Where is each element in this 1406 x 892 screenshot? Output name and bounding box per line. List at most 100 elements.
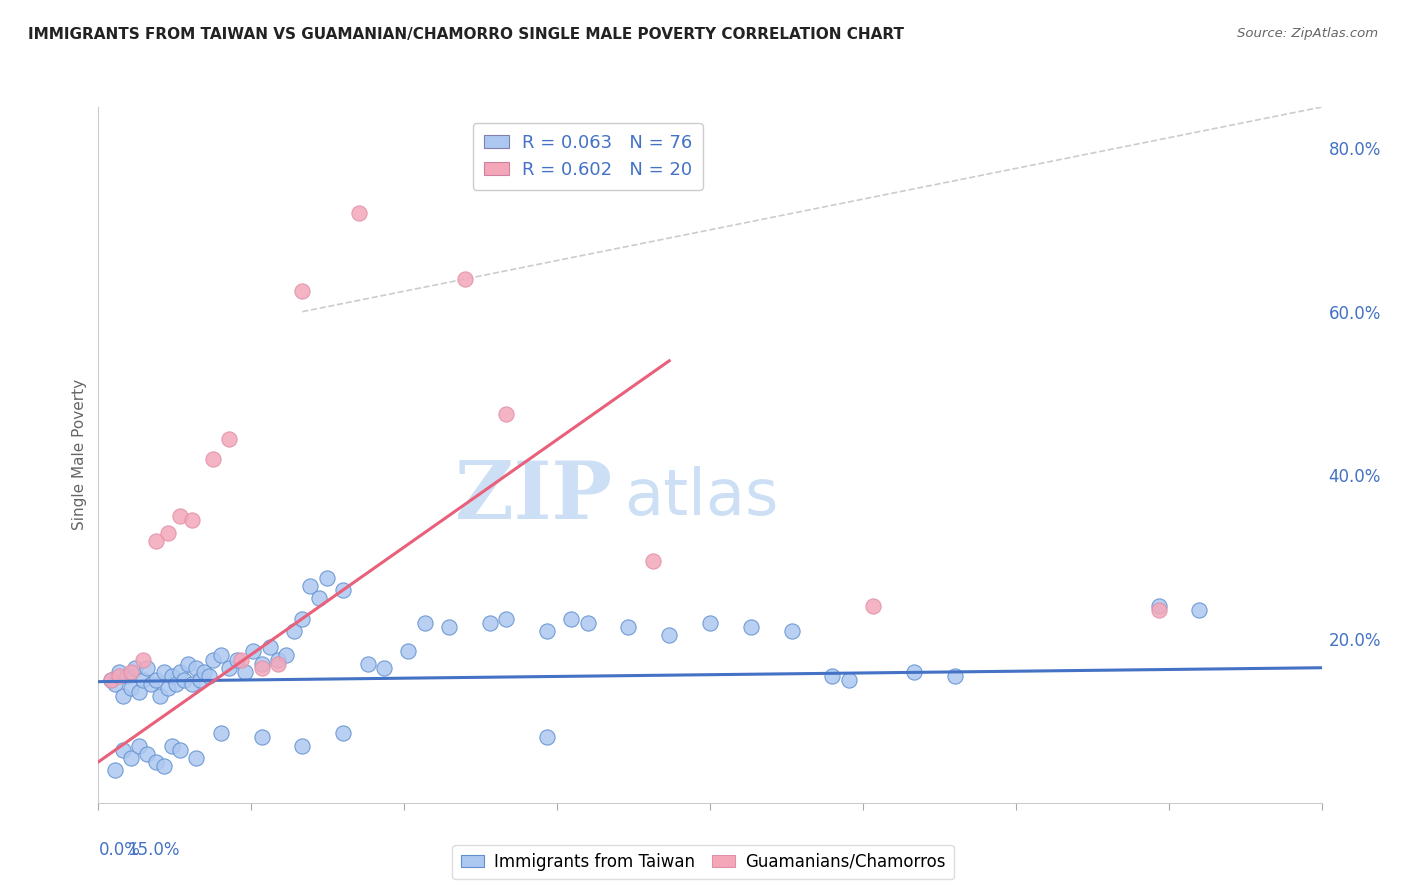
Point <box>152 665 174 679</box>
Point <box>160 669 183 683</box>
Point <box>821 669 844 683</box>
Legend: R = 0.063   N = 76, R = 0.602   N = 20: R = 0.063 N = 76, R = 0.602 N = 20 <box>472 123 703 190</box>
Point <box>173 673 195 687</box>
Point <box>267 657 290 671</box>
Text: 0.0%: 0.0% <box>98 841 141 859</box>
Text: IMMIGRANTS FROM TAIWAN VS GUAMANIAN/CHAMORRO SINGLE MALE POVERTY CORRELATION CHA: IMMIGRANTS FROM TAIWAN VS GUAMANIAN/CHAM… <box>28 27 904 42</box>
Point <box>201 652 224 666</box>
Point <box>132 673 155 687</box>
Y-axis label: Single Male Poverty: Single Male Poverty <box>72 379 87 531</box>
Point <box>132 652 155 666</box>
Point <box>136 747 159 761</box>
Point <box>495 407 517 421</box>
Point <box>186 751 208 765</box>
Point <box>201 452 224 467</box>
Point <box>141 677 163 691</box>
Point <box>218 661 240 675</box>
Point <box>315 571 337 585</box>
Point <box>120 681 142 696</box>
Legend: Immigrants from Taiwan, Guamanians/Chamorros: Immigrants from Taiwan, Guamanians/Chamo… <box>453 845 953 880</box>
Point <box>536 731 558 745</box>
Point <box>291 739 314 753</box>
Point <box>108 665 131 679</box>
Point <box>560 612 582 626</box>
Point <box>838 673 860 687</box>
Point <box>120 751 142 765</box>
Point <box>396 644 419 658</box>
Point <box>149 690 172 704</box>
Point <box>862 599 884 614</box>
Point <box>1147 603 1170 617</box>
Point <box>536 624 558 638</box>
Point <box>373 661 395 675</box>
Point <box>740 620 762 634</box>
Point <box>181 513 204 527</box>
Point <box>291 612 314 626</box>
Point <box>1147 599 1170 614</box>
Point <box>145 673 167 687</box>
Point <box>233 665 256 679</box>
Point <box>165 677 187 691</box>
Point <box>454 272 477 286</box>
Point <box>226 652 249 666</box>
Point <box>349 206 371 220</box>
Point <box>413 615 436 630</box>
Point <box>617 620 640 634</box>
Point <box>478 615 501 630</box>
Text: ZIP: ZIP <box>456 458 612 536</box>
Point <box>209 648 232 663</box>
Point <box>197 669 219 683</box>
Point <box>193 665 215 679</box>
Point <box>128 739 150 753</box>
Point <box>104 677 127 691</box>
Text: Source: ZipAtlas.com: Source: ZipAtlas.com <box>1237 27 1378 40</box>
Point <box>169 509 191 524</box>
Point <box>218 432 240 446</box>
Point <box>274 648 297 663</box>
Point <box>250 731 273 745</box>
Point <box>181 677 204 691</box>
Point <box>177 657 200 671</box>
Point <box>576 615 599 630</box>
Point <box>332 582 354 597</box>
Point <box>356 657 378 671</box>
Point <box>780 624 803 638</box>
Point <box>299 579 322 593</box>
Text: 15.0%: 15.0% <box>128 841 180 859</box>
Point <box>100 673 122 687</box>
Point <box>495 612 517 626</box>
Point <box>291 284 314 298</box>
Point <box>267 652 290 666</box>
Text: atlas: atlas <box>624 466 779 528</box>
Point <box>120 665 142 679</box>
Point <box>156 525 179 540</box>
Point <box>332 726 354 740</box>
Point <box>156 681 179 696</box>
Point <box>145 533 167 548</box>
Point <box>115 669 138 683</box>
Point <box>104 763 127 777</box>
Point <box>145 755 167 769</box>
Point <box>128 685 150 699</box>
Point <box>186 661 208 675</box>
Point <box>259 640 281 655</box>
Point <box>108 669 131 683</box>
Point <box>699 615 721 630</box>
Point <box>903 665 925 679</box>
Point <box>136 661 159 675</box>
Point <box>437 620 460 634</box>
Point <box>169 742 191 756</box>
Point <box>152 759 174 773</box>
Point <box>100 673 122 687</box>
Point <box>188 673 212 687</box>
Point <box>111 742 134 756</box>
Point <box>283 624 305 638</box>
Point <box>641 554 664 568</box>
Point <box>943 669 966 683</box>
Point <box>124 661 146 675</box>
Point <box>160 739 183 753</box>
Point <box>169 665 191 679</box>
Point <box>242 644 264 658</box>
Point <box>250 657 273 671</box>
Point <box>308 591 330 606</box>
